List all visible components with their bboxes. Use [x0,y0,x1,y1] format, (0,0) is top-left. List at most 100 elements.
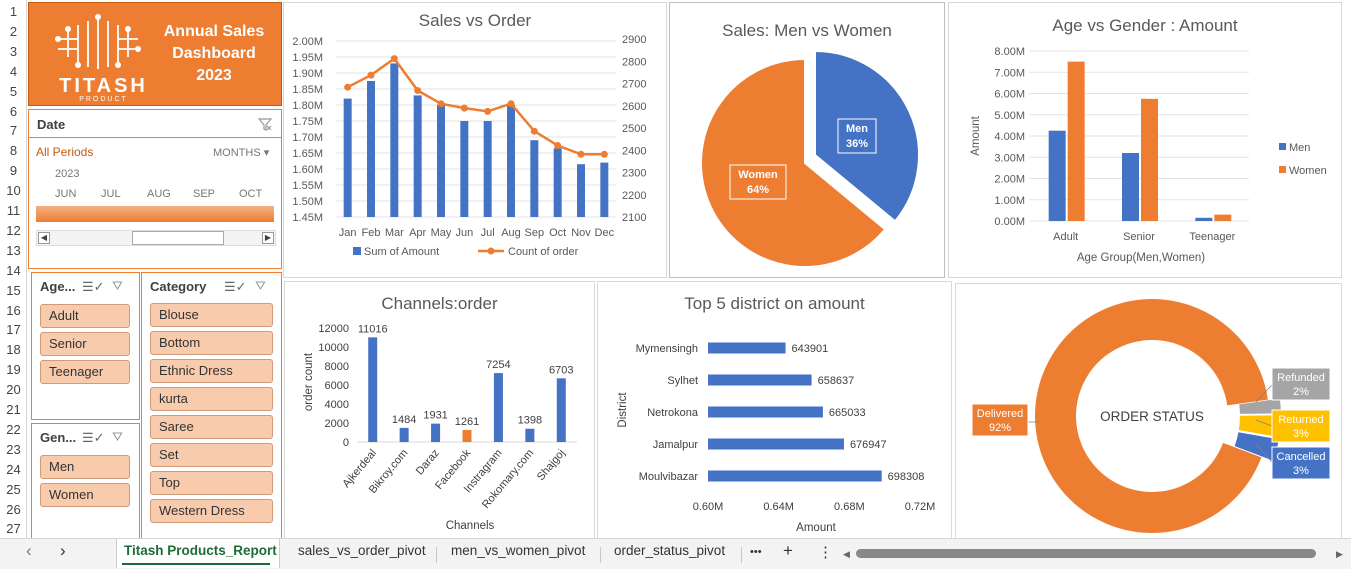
donut-slice-refunded[interactable] [1239,398,1281,414]
month-label[interactable]: JUN [55,188,77,200]
order-count-point[interactable] [367,71,375,79]
bar-amount[interactable] [460,121,469,217]
bar-channel[interactable] [493,373,503,442]
row-header[interactable]: 4 [9,63,18,79]
bar-channel[interactable] [556,378,566,442]
row-header[interactable]: 17 [6,322,21,338]
sales-vs-order-chart[interactable]: Sales vs Order 2.00M 1.95M 1.90M 1.85M 1.80M… [283,2,667,278]
multi-select-icon[interactable]: ☰✓ [82,279,105,294]
row-header[interactable]: 21 [6,402,21,417]
bar-channel[interactable] [462,430,472,442]
age-slicer[interactable]: Age... ☰✓ ⛛ Adult Senior Teenager [31,272,140,420]
bar-men[interactable] [1048,130,1066,221]
order-count-point[interactable] [414,87,422,94]
top-district-chart[interactable]: Top 5 district on amount Mymensingh 64390… [597,281,952,538]
bar-channel[interactable] [399,427,409,442]
slicer-item[interactable]: Adult [40,304,130,328]
order-count-point[interactable] [390,55,398,63]
date-timeline-slicer[interactable]: Date All Periods MONTHS ▾ 2023 JUN JUL AUG… [28,109,282,269]
age-vs-gender-chart[interactable]: Age vs Gender : Amount 8.00M 7.00M 6.00M 5.… [948,2,1342,278]
month-label[interactable]: JUL [101,188,121,200]
add-sheet-icon[interactable]: + [783,541,793,560]
bar-women[interactable] [1141,98,1158,221]
order-status-chart[interactable]: ORDER STATUS Delivered 92% Refunded 2% Return… [955,283,1342,538]
bar-amount[interactable] [390,63,399,218]
row-header[interactable]: 14 [6,262,21,278]
bar-amount[interactable] [367,81,375,217]
order-count-point[interactable] [600,150,608,158]
tab-men-vs-women-pivot[interactable]: men_vs_women_pivot [451,543,586,558]
horizontal-scrollbar-thumb[interactable] [856,549,1316,558]
category-slicer[interactable]: Category ☰✓ ⛛ Blouse Bottom Ethnic Dress ku… [141,272,282,538]
timeline-scrollbar[interactable]: ◀ ▶ [36,230,276,246]
row-header[interactable]: 19 [6,362,21,378]
slicer-item[interactable]: Top [150,471,273,495]
sheet-menu-icon[interactable]: ⋮ [818,544,833,561]
bar-amount[interactable] [343,98,352,217]
row-header[interactable]: 12 [6,222,21,238]
order-count-line[interactable] [347,56,605,156]
bar-amount[interactable] [577,164,585,217]
donut-slice-returned[interactable] [1238,415,1281,438]
slicer-item[interactable]: Senior [40,332,130,356]
slicer-item[interactable]: Saree [150,415,273,439]
bar-district[interactable] [708,406,823,418]
row-header[interactable]: 11 [6,203,21,218]
slicer-item[interactable]: Teenager [40,360,130,384]
slicer-item[interactable]: Blouse [150,303,273,327]
slicer-item[interactable]: Set [150,443,273,467]
clear-filter-icon[interactable]: ⛛ [112,278,123,293]
bar-amount[interactable] [483,121,492,217]
month-label[interactable]: OCT [239,188,263,200]
scroll-right-icon[interactable]: ▶ [262,232,274,244]
clear-filter-icon[interactable] [257,116,273,132]
slicer-item[interactable]: Ethnic Dress [150,359,273,383]
month-label[interactable]: AUG [147,188,171,200]
row-header[interactable]: 10 [6,183,21,199]
bar-district[interactable] [708,374,812,386]
bar-amount[interactable] [600,162,609,217]
bar-district[interactable] [708,470,882,482]
timeline-bar[interactable] [36,206,274,222]
slicer-item[interactable]: Bottom [150,331,273,355]
multi-select-icon[interactable]: ☰✓ [224,279,247,294]
bar-channel[interactable] [431,423,441,442]
row-header[interactable]: 25 [6,481,21,497]
more-tabs-icon[interactable]: ••• [750,546,762,558]
tab-sales-vs-order-pivot[interactable]: sales_vs_order_pivot [298,543,426,558]
row-header[interactable]: 20 [6,382,21,398]
multi-select-icon[interactable]: ☰✓ [82,430,105,445]
bar-women[interactable] [1214,214,1232,221]
row-header[interactable]: 24 [6,461,21,477]
month-label[interactable]: SEP [193,188,216,200]
slicer-item[interactable]: Women [40,483,130,507]
row-header[interactable]: 27 [6,521,21,537]
bar-amount[interactable] [437,105,445,217]
donut-slice-delivered[interactable] [1035,299,1268,533]
men-vs-women-chart[interactable]: Sales: Men vs Women Men 36% Women 64% [669,2,945,278]
row-header[interactable]: 2 [9,23,18,39]
bar-women[interactable] [1067,61,1085,221]
row-header[interactable]: 5 [9,83,18,99]
pie-slice-women[interactable] [700,57,887,268]
scroll-left-icon[interactable]: ◀ [38,232,50,244]
slicer-item[interactable]: Western Dress [150,499,273,523]
row-header[interactable]: 7 [9,123,18,139]
clear-filter-icon[interactable]: ⛛ [255,278,266,293]
hscroll-right-icon[interactable]: ▶ [1336,549,1343,559]
row-header[interactable]: 16 [6,302,21,318]
slicer-item[interactable]: kurta [150,387,273,411]
donut-slice-cancelled[interactable] [1234,432,1279,461]
row-header[interactable]: 18 [6,342,21,358]
bar-men[interactable] [1195,217,1213,221]
gender-slicer[interactable]: Gen... ☰✓ ⛛ Men Women [31,423,140,538]
row-header[interactable]: 3 [9,43,18,59]
order-count-point[interactable] [554,142,562,149]
row-header[interactable]: 1 [9,4,18,19]
channels-order-chart[interactable]: Channels:order 12000 10000 8000 6000 4000 200… [284,281,595,538]
row-header[interactable]: 26 [6,501,21,517]
order-count-point[interactable] [507,100,515,108]
bar-channel[interactable] [368,337,378,442]
bar-amount[interactable] [553,148,562,217]
row-header[interactable]: 23 [6,441,21,457]
